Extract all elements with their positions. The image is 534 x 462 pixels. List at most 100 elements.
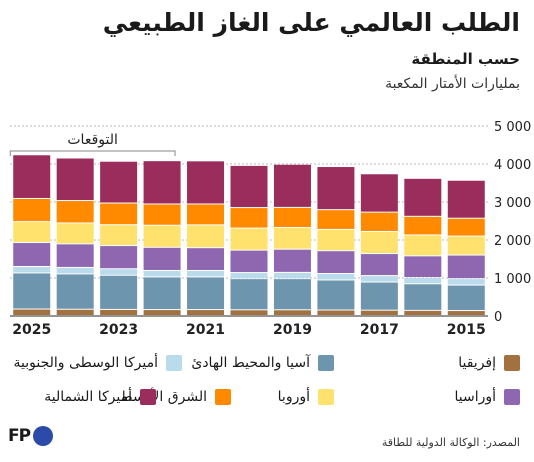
- bar-segment-africa: [273, 310, 311, 315]
- bar-segment-europe: [100, 225, 138, 246]
- chart-unit: بمليارات الأمتار المكعبة: [385, 76, 520, 92]
- bar-segment-asia_pacific: [404, 284, 442, 310]
- y-tick-label: 1 000: [494, 272, 531, 287]
- bar-segment-asia_pacific: [317, 280, 355, 310]
- logo-text: FP: [8, 426, 31, 446]
- chart-subtitle: حسب المنطقة: [411, 50, 520, 68]
- bar-segment-north_america: [230, 165, 268, 208]
- bar-segment-latin_america: [404, 278, 442, 284]
- bar-segment-europe: [13, 222, 51, 243]
- bar-segment-africa: [404, 310, 442, 315]
- bar-segment-middle_east: [273, 207, 311, 228]
- forecast-label: التوقعات: [67, 132, 118, 148]
- bar-segment-eurasia: [404, 256, 442, 277]
- bar-segment-north_america: [56, 158, 94, 201]
- bar-segment-asia_pacific: [230, 279, 268, 310]
- bar-segment-north_america: [404, 178, 442, 216]
- bar-segment-latin_america: [143, 270, 181, 277]
- bar-segment-latin_america: [360, 276, 398, 282]
- bar-segment-latin_america: [100, 269, 138, 275]
- bar-segment-eurasia: [100, 246, 138, 269]
- bar-segment-africa: [143, 310, 181, 315]
- bar-segment-europe: [273, 228, 311, 249]
- x-tick-label: 2017: [360, 322, 399, 338]
- bar-segment-latin_america: [56, 267, 94, 274]
- bar-segment-eurasia: [187, 248, 225, 270]
- bar-segment-asia_pacific: [56, 274, 94, 309]
- y-tick-label: 2 000: [494, 234, 531, 249]
- y-axis-ticks: 0 1 000 2 000 3 000 4 000 5 000: [494, 120, 531, 325]
- bar-segment-middle_east: [447, 218, 485, 236]
- bar-segment-north_america: [13, 155, 51, 198]
- agency-logo: FP: [8, 426, 54, 446]
- bar-segment-eurasia: [13, 243, 51, 266]
- bar-segment-middle_east: [13, 198, 51, 222]
- bar-segment-europe: [360, 232, 398, 254]
- bar-segment-africa: [317, 310, 355, 315]
- bar-segment-europe: [447, 236, 485, 255]
- x-tick-label: 2025: [12, 322, 51, 338]
- bar-segment-africa: [360, 310, 398, 315]
- y-tick-label: 3 000: [494, 196, 531, 211]
- bar-segment-europe: [56, 223, 94, 244]
- bar-segment-latin_america: [13, 266, 51, 273]
- bar-segment-eurasia: [273, 249, 311, 272]
- bar-segment-eurasia: [360, 254, 398, 276]
- bars: [13, 155, 485, 315]
- bar-segment-europe: [404, 235, 442, 256]
- bar-segment-latin_america: [230, 273, 268, 279]
- forecast-bracket: التوقعات: [9, 132, 176, 156]
- bar-segment-africa: [56, 309, 94, 315]
- bar-segment-north_america: [187, 161, 225, 204]
- x-tick-label: 2015: [447, 322, 486, 338]
- bar-segment-asia_pacific: [360, 282, 398, 310]
- bar-segment-north_america: [100, 161, 138, 203]
- y-tick-label: 4 000: [494, 158, 531, 173]
- bar-segment-europe: [143, 225, 181, 247]
- x-axis-ticks: 2025 2023 2021 2019 2017 2015: [12, 322, 486, 338]
- bar-segment-asia_pacific: [187, 277, 225, 310]
- bar-segment-eurasia: [447, 255, 485, 279]
- bar-segment-middle_east: [100, 203, 138, 225]
- bar-segment-middle_east: [187, 204, 225, 225]
- bar-segment-latin_america: [273, 272, 311, 279]
- x-tick-label: 2019: [273, 322, 312, 338]
- bar-segment-europe: [187, 225, 225, 248]
- bar-segment-europe: [317, 229, 355, 251]
- x-tick-label: 2023: [99, 322, 138, 338]
- bar-segment-north_america: [143, 161, 181, 204]
- y-tick-label: 5 000: [494, 120, 531, 135]
- bar-segment-north_america: [317, 167, 355, 210]
- bar-segment-asia_pacific: [13, 273, 51, 309]
- bar-segment-north_america: [360, 174, 398, 212]
- bar-segment-asia_pacific: [447, 285, 485, 311]
- y-tick-label: 0: [494, 310, 502, 325]
- x-tick-label: 2021: [186, 322, 225, 338]
- chart-title: الطلب العالمي على الغاز الطبيعي: [102, 8, 520, 37]
- bar-segment-middle_east: [404, 216, 442, 235]
- bar-segment-north_america: [447, 180, 485, 218]
- bar-segment-middle_east: [360, 212, 398, 232]
- bar-segment-north_america: [273, 164, 311, 207]
- source-note: المصدر: الوكالة الدولية للطاقة: [381, 436, 520, 449]
- bar-segment-africa: [100, 309, 138, 315]
- bar-segment-latin_america: [447, 279, 485, 285]
- bar-segment-middle_east: [56, 201, 94, 223]
- bar-segment-eurasia: [317, 251, 355, 274]
- bar-segment-europe: [230, 228, 268, 250]
- bar-segment-middle_east: [317, 210, 355, 229]
- bar-segment-eurasia: [143, 247, 181, 270]
- bar-segment-middle_east: [230, 208, 268, 228]
- logo-dot-icon: [33, 426, 54, 446]
- bar-segment-africa: [187, 310, 225, 315]
- bar-segment-asia_pacific: [143, 277, 181, 310]
- bar-segment-africa: [13, 309, 51, 315]
- bar-segment-asia_pacific: [100, 275, 138, 309]
- bar-segment-latin_america: [187, 270, 225, 277]
- bar-segment-middle_east: [143, 204, 181, 225]
- forecast-bracket-line: [9, 150, 176, 156]
- bar-segment-africa: [447, 311, 485, 315]
- grid-lines: [10, 125, 488, 317]
- bar-segment-asia_pacific: [273, 279, 311, 310]
